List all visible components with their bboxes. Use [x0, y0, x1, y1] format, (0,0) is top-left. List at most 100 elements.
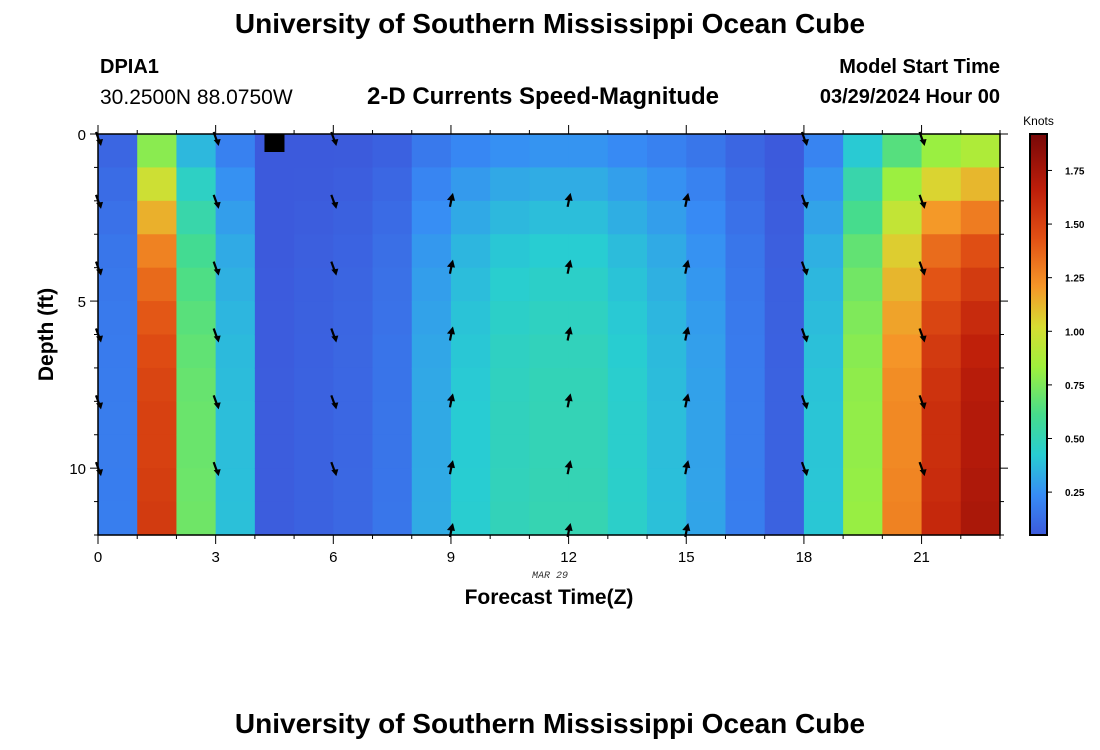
heatmap-cell: [372, 367, 413, 402]
heatmap-cell: [176, 501, 217, 536]
current-arrowhead: [801, 139, 809, 146]
heatmap-cell: [803, 468, 844, 503]
y-axis-label: Depth (ft): [35, 288, 58, 381]
current-arrowhead: [331, 201, 339, 209]
heatmap-cell: [960, 468, 1001, 503]
current-arrowhead: [801, 469, 809, 477]
current-arrowhead: [564, 460, 573, 469]
colorbar-label: Knots: [1023, 114, 1054, 128]
heatmap-cell: [529, 301, 570, 336]
current-arrowhead: [564, 259, 573, 268]
current-arrowhead: [446, 259, 455, 268]
colorbar-tick-label: 0.25: [1065, 488, 1085, 499]
heatmap-cell: [98, 167, 138, 202]
heatmap-cell: [411, 334, 452, 369]
current-arrowhead: [446, 393, 455, 402]
heatmap-cell: [803, 401, 844, 436]
current-arrowhead: [213, 139, 221, 146]
heatmap-cell: [490, 267, 530, 302]
heatmap-cell: [450, 367, 491, 402]
heatmap-cell: [450, 501, 491, 536]
heatmap-cell: [215, 367, 256, 402]
heatmap-cell: [803, 301, 844, 336]
model-start-value: 03/29/2024 Hour 00: [819, 86, 1000, 108]
plot-title: 2-D Currents Speed-Magnitude: [367, 83, 720, 110]
heatmap-cell: [137, 434, 178, 469]
heatmap-cell: [686, 234, 727, 269]
heatmap-cell: [254, 334, 295, 369]
heatmap-cell: [568, 167, 609, 202]
heatmap-cell: [176, 367, 217, 402]
colorbar-tick-label: 1.25: [1065, 274, 1085, 285]
heatmap-cell: [254, 267, 295, 302]
heatmap-cell: [960, 167, 1001, 202]
current-arrowhead: [213, 469, 221, 477]
current-arrowhead: [564, 523, 573, 531]
heatmap-cell: [921, 401, 962, 436]
heatmap-cell: [960, 434, 1001, 469]
heatmap-cell: [490, 200, 530, 235]
heatmap-cell: [137, 267, 178, 302]
heatmap-cell: [254, 301, 295, 336]
heatmap-cell: [450, 468, 491, 503]
current-arrowhead: [96, 402, 103, 410]
heatmap-cell: [725, 367, 766, 402]
heatmap-cell: [411, 468, 452, 503]
x-tick-label: 3: [211, 549, 219, 566]
heatmap-cell: [294, 434, 334, 469]
heatmap-cell: [960, 367, 1001, 402]
heatmap-cell: [411, 267, 452, 302]
heatmap-cell: [843, 234, 883, 269]
heatmap-cell: [529, 200, 570, 235]
heatmap-cell: [411, 134, 452, 169]
heatmap-cell: [803, 134, 844, 169]
heatmap-cell: [215, 434, 256, 469]
heatmap-cell: [490, 501, 530, 536]
heatmap-cell: [294, 134, 334, 169]
heatmap-cell: [490, 334, 530, 369]
heatmap-cell: [529, 501, 570, 536]
heatmap-cell: [411, 301, 452, 336]
heatmap-cell: [98, 468, 138, 503]
heatmap-cell: [725, 267, 766, 302]
heatmap-cell: [294, 468, 334, 503]
heatmap-cell: [450, 434, 491, 469]
heatmap-cell: [568, 434, 609, 469]
heatmap-cell: [568, 234, 609, 269]
x-tick-label: 18: [796, 549, 813, 566]
heatmap-cell: [137, 401, 178, 436]
heatmap-cell: [607, 401, 648, 436]
heatmap-cell: [686, 134, 727, 169]
heatmap-cell: [333, 501, 374, 536]
current-arrowhead: [682, 192, 691, 201]
x-axis-label: Forecast Time(Z): [465, 586, 634, 609]
heatmap-cell: [490, 301, 530, 336]
current-arrowhead: [919, 335, 927, 343]
heatmap-cell: [215, 234, 256, 269]
heatmap-cell: [450, 200, 491, 235]
heatmap-cell: [921, 234, 962, 269]
current-arrowhead: [213, 402, 221, 410]
current-arrowhead: [213, 268, 221, 276]
heatmap-cell: [372, 234, 413, 269]
page-title: University of Southern Mississippi Ocean…: [234, 8, 866, 39]
x-tick-label: 12: [560, 549, 577, 566]
heatmap-cell: [137, 200, 178, 235]
current-arrowhead: [96, 335, 103, 343]
heatmap-cell: [725, 501, 766, 536]
heatmap-cell: [333, 167, 374, 202]
heatmap-cell: [803, 434, 844, 469]
heatmap-cell: [882, 468, 923, 503]
heatmap-cell: [568, 267, 609, 302]
heatmap-cell: [176, 167, 217, 202]
heatmap-cell: [843, 468, 883, 503]
current-arrowhead: [96, 139, 103, 146]
heatmap-cell: [333, 434, 374, 469]
heatmap-cell: [607, 234, 648, 269]
heatmap-cell: [725, 167, 766, 202]
colorbar-tick-label: 1.50: [1065, 220, 1085, 231]
heatmap-cell: [490, 468, 530, 503]
heatmap-cell: [98, 434, 138, 469]
heatmap-cell: [254, 401, 295, 436]
heatmap-cell: [137, 501, 178, 536]
